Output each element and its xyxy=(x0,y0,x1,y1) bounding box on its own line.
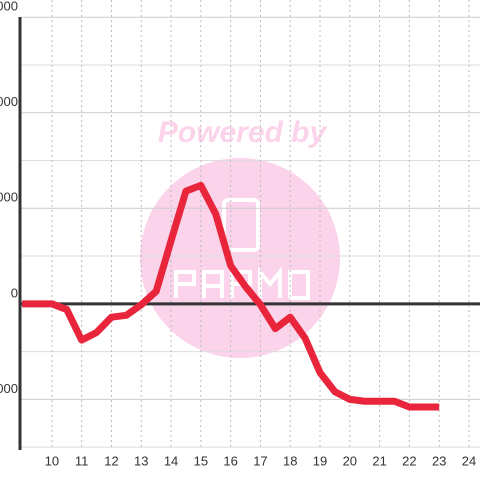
watermark-icon xyxy=(222,198,260,252)
data-line xyxy=(22,181,440,411)
x-tick-label: 24 xyxy=(462,453,476,468)
watermark-logo-letters xyxy=(174,266,310,300)
x-tick-label: 16 xyxy=(223,453,237,468)
x-tick-label: 19 xyxy=(313,453,327,468)
y-tick-label: -5,000 xyxy=(0,381,18,396)
x-tick-label: 17 xyxy=(253,453,267,468)
x-tick-label: 22 xyxy=(402,453,416,468)
x-tick-label: 15 xyxy=(194,453,208,468)
y-tick-label: 5,000 xyxy=(0,190,18,205)
watermark-text: Powered by xyxy=(158,116,328,149)
x-tick-label: 18 xyxy=(283,453,297,468)
x-tick-label: 23 xyxy=(432,453,446,468)
y-tick-label: 10,000 xyxy=(0,94,18,109)
x-tick-label: 14 xyxy=(164,453,178,468)
y-tick-label: 0 xyxy=(11,285,18,300)
x-tick-label: 13 xyxy=(134,453,148,468)
x-tick-label: 11 xyxy=(75,453,89,468)
watermark-logo xyxy=(140,158,340,358)
x-tick-label: 10 xyxy=(45,453,59,468)
x-tick-label: 20 xyxy=(343,453,357,468)
x-tick-label: 12 xyxy=(104,453,118,468)
x-tick-label: 21 xyxy=(372,453,386,468)
y-tick-label: 15,000 xyxy=(0,0,18,14)
